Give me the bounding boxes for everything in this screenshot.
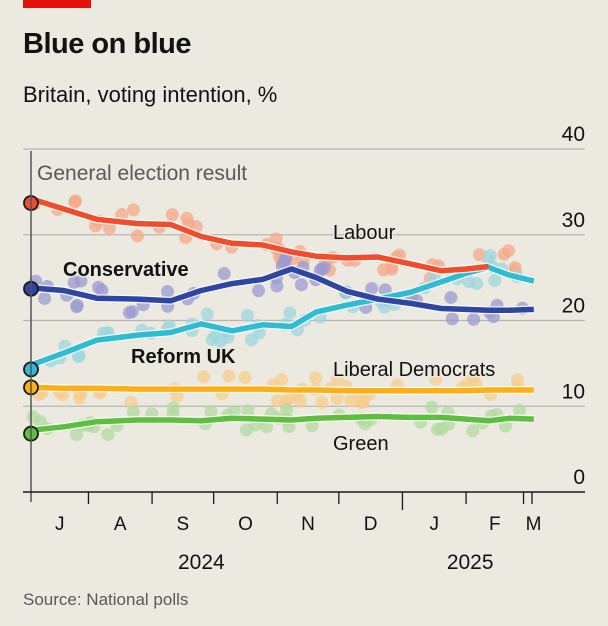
x-tick-label: O bbox=[238, 514, 253, 535]
poll-dot bbox=[217, 267, 231, 281]
x-tick-label: F bbox=[489, 514, 501, 535]
poll-dot bbox=[317, 261, 331, 275]
poll-dot bbox=[467, 312, 481, 326]
poll-dot bbox=[269, 232, 283, 246]
poll-dot bbox=[238, 371, 252, 385]
poll-dot bbox=[294, 278, 308, 292]
x-tick-label: A bbox=[114, 514, 127, 535]
chart-subtitle: Britain, voting intention, % bbox=[23, 82, 278, 107]
poll-dot bbox=[315, 395, 329, 409]
poll-dot bbox=[208, 329, 222, 343]
y-tick-label: 20 bbox=[562, 295, 585, 318]
poll-dot bbox=[38, 291, 52, 305]
x-tick-label: N bbox=[301, 514, 315, 535]
poll-dot bbox=[26, 410, 40, 424]
poll-dot bbox=[126, 203, 140, 217]
poll-dot bbox=[330, 391, 344, 405]
series-line-labour bbox=[30, 196, 489, 274]
poll-dot bbox=[101, 428, 115, 442]
poll-dot bbox=[331, 372, 345, 386]
poll-dot bbox=[70, 298, 84, 312]
poll-dot bbox=[365, 281, 379, 295]
poll-dot bbox=[466, 424, 480, 438]
year-label: 2024 bbox=[178, 551, 225, 574]
x-tick-label: S bbox=[177, 514, 190, 535]
poll-dot bbox=[92, 280, 106, 294]
series-labels: General election result Labour Conservativ… bbox=[37, 162, 497, 457]
brand-bar bbox=[23, 0, 91, 8]
poll-dots bbox=[24, 194, 529, 442]
poll-dot bbox=[239, 423, 253, 437]
poll-dot bbox=[510, 373, 524, 387]
poll-dot bbox=[126, 405, 140, 419]
series-label-liberal-democrats: Liberal Democrats bbox=[333, 359, 495, 381]
y-tick-label: 0 bbox=[573, 466, 585, 489]
poll-dot bbox=[280, 403, 294, 417]
series-label-conservative: Conservative bbox=[63, 259, 189, 281]
poll-dot bbox=[444, 290, 458, 304]
poll-dot bbox=[354, 396, 368, 410]
poll-dot bbox=[483, 249, 497, 263]
series-line-conservative bbox=[30, 266, 534, 313]
poll-dot bbox=[445, 312, 459, 326]
poll-dot bbox=[204, 404, 218, 418]
y-tick-label: 30 bbox=[562, 209, 585, 232]
x-tick-label: D bbox=[364, 514, 378, 535]
year-label: 2025 bbox=[447, 551, 494, 574]
x-tick-label: M bbox=[526, 514, 542, 535]
x-tick-label: J bbox=[430, 514, 440, 535]
source-note: Source: National polls bbox=[23, 590, 189, 609]
poll-dot bbox=[488, 274, 502, 288]
poll-dot bbox=[180, 211, 194, 225]
poll-dot bbox=[245, 333, 259, 347]
poll-dot bbox=[429, 372, 443, 386]
poll-dot bbox=[240, 309, 254, 323]
poll-dot bbox=[67, 275, 81, 289]
poll-dot bbox=[197, 370, 211, 384]
poll-dot bbox=[165, 208, 179, 222]
poll-dot bbox=[122, 306, 136, 320]
series-lines bbox=[23, 194, 535, 442]
y-tick-label: 40 bbox=[562, 123, 585, 146]
poll-dot bbox=[68, 194, 82, 208]
poll-dot bbox=[200, 307, 214, 321]
poll-dot bbox=[470, 276, 484, 290]
poll-dot bbox=[425, 400, 439, 414]
poll-dot bbox=[160, 285, 174, 299]
series-label-labour: Labour bbox=[333, 222, 396, 244]
poll-dot bbox=[293, 394, 307, 408]
x-tick-label: J bbox=[55, 514, 65, 535]
poll-dot bbox=[222, 369, 236, 383]
series-line-green bbox=[30, 413, 534, 434]
chart-title: Blue on blue bbox=[23, 28, 192, 60]
axes: J A S O N D J F M 2024 2025 bbox=[23, 151, 585, 574]
y-tick-label: 10 bbox=[562, 380, 585, 403]
election-annotation: General election result bbox=[37, 162, 247, 185]
poll-dot bbox=[344, 394, 358, 408]
poll-dot bbox=[270, 279, 284, 293]
poll-dot bbox=[283, 306, 297, 320]
series-line-liberal-democrats bbox=[30, 384, 534, 394]
poll-dot bbox=[252, 284, 266, 298]
poll-dot bbox=[260, 420, 274, 434]
poll-dot bbox=[131, 229, 145, 243]
series-label-green: Green bbox=[333, 433, 389, 455]
poll-dot bbox=[435, 422, 449, 436]
poll-dot bbox=[309, 371, 323, 385]
poll-dot bbox=[513, 403, 527, 417]
series-label-reform-uk: Reform UK bbox=[131, 346, 236, 368]
poll-dot bbox=[472, 248, 486, 262]
poll-dot bbox=[497, 247, 511, 261]
poll-dot bbox=[241, 404, 255, 418]
